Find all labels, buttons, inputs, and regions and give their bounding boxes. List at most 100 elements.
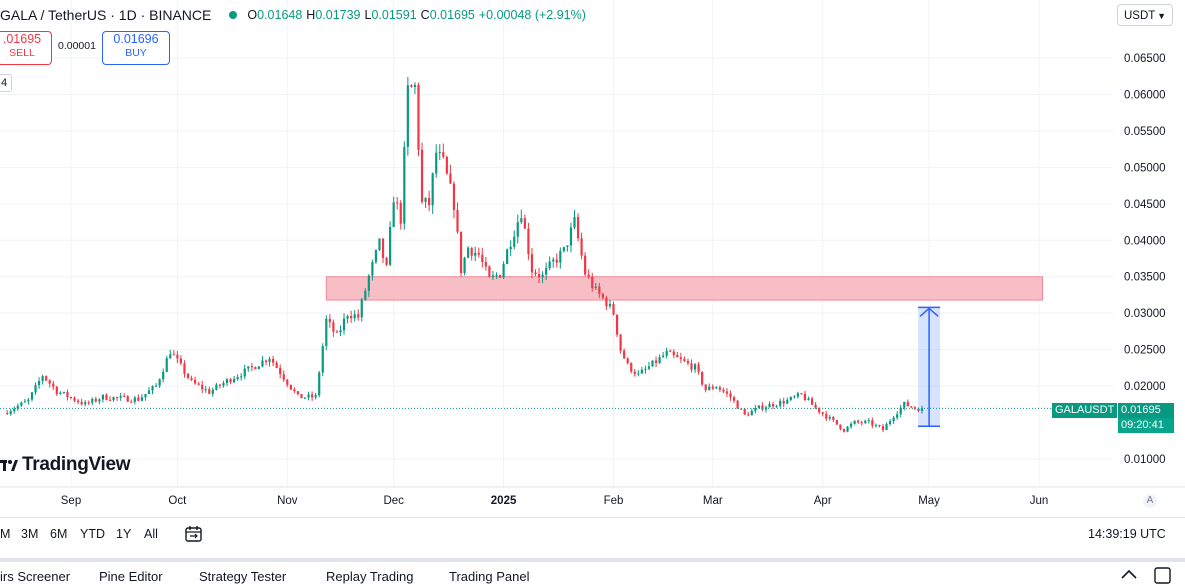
- candle-body: [917, 408, 920, 411]
- candle-body: [520, 218, 523, 223]
- maximize-panel-icon[interactable]: [1153, 565, 1173, 585]
- price-tick-label: 0.02000: [1124, 381, 1166, 393]
- price-chart[interactable]: 0.06500 0.06000 0.05500 0.05000 0.04500 0.040…: [0, 0, 1185, 517]
- candle-body: [55, 386, 58, 394]
- candle-body: [222, 383, 225, 386]
- candle-body: [133, 397, 136, 402]
- time-tick-label: May: [918, 495, 940, 507]
- candle-body: [874, 425, 877, 427]
- price-tick-label: 0.04000: [1124, 235, 1166, 247]
- candle-body: [474, 252, 477, 256]
- candle-body: [761, 405, 764, 410]
- candle-body: [162, 371, 165, 380]
- candle-body: [867, 420, 870, 422]
- candle-body: [665, 350, 668, 356]
- candle-body: [9, 411, 12, 415]
- candle-body: [332, 322, 335, 332]
- range-1y-button[interactable]: 1Y: [116, 527, 132, 541]
- market-status-icon[interactable]: [229, 11, 238, 19]
- candle-body: [311, 394, 314, 398]
- range-all-button[interactable]: All: [144, 527, 158, 541]
- tradingview-logo[interactable]: TradingView: [0, 454, 131, 476]
- candle-body: [413, 84, 417, 88]
- candle-body: [367, 275, 370, 291]
- candle-body: [41, 376, 44, 382]
- candlestick-series: [6, 76, 924, 433]
- currency-select[interactable]: USDT ▼: [1117, 4, 1173, 26]
- candle-body: [272, 358, 275, 363]
- candle-body: [183, 363, 186, 374]
- candle-body: [360, 299, 363, 318]
- candle-body: [562, 247, 565, 251]
- calendar-goto-icon[interactable]: [184, 525, 204, 543]
- candle-body: [722, 389, 725, 392]
- candle-body: [591, 276, 594, 288]
- candle-body: [818, 407, 821, 413]
- candle-body: [151, 386, 154, 391]
- time-tick-label: 2025: [491, 495, 517, 507]
- candle-body: [261, 360, 264, 367]
- candle-body: [800, 393, 803, 395]
- candle-body: [339, 330, 342, 333]
- candle-body: [768, 404, 771, 408]
- candle-body: [576, 216, 580, 239]
- candle-body: [662, 355, 665, 358]
- candle-body: [130, 401, 133, 403]
- candle-body: [910, 406, 913, 408]
- candle-body: [729, 393, 732, 398]
- candle-body: [470, 247, 473, 256]
- candle-body: [477, 252, 480, 255]
- quantity-box[interactable]: 4: [0, 74, 12, 92]
- bottom-panel-bar: [0, 558, 1185, 587]
- candle-body: [732, 397, 736, 401]
- time-tick-label: Feb: [604, 495, 624, 507]
- candle-body: [821, 412, 824, 414]
- candle-body: [275, 362, 278, 368]
- candle-body: [608, 303, 612, 307]
- candle-body: [257, 366, 261, 370]
- candle-body: [697, 364, 700, 373]
- tab-trading-panel[interactable]: Trading Panel: [449, 569, 530, 584]
- candle-body: [545, 268, 548, 275]
- buy-button[interactable]: 0.01696 BUY: [102, 31, 170, 65]
- candle-body: [218, 384, 222, 386]
- candle-body: [885, 424, 888, 431]
- candle-body: [502, 263, 505, 278]
- candle-body: [52, 383, 55, 387]
- candle-body: [513, 236, 516, 247]
- candle-body: [264, 360, 268, 362]
- auto-scale-button[interactable]: A: [1143, 494, 1157, 508]
- candle-body: [80, 402, 83, 405]
- range-1m-button[interactable]: M: [0, 527, 11, 541]
- range-ytd-button[interactable]: YTD: [80, 527, 105, 541]
- chevron-up-icon[interactable]: [1119, 567, 1139, 581]
- high-value: 0.01739: [315, 8, 361, 22]
- open-value: 0.01648: [257, 8, 303, 22]
- candle-body: [346, 316, 349, 319]
- candle-body: [849, 423, 853, 427]
- candle-body: [676, 355, 679, 358]
- tab-replay-trading[interactable]: Replay Trading: [326, 569, 414, 584]
- tab-strategy-tester[interactable]: Strategy Tester: [199, 569, 287, 584]
- candle-body: [775, 405, 778, 407]
- candle-body: [864, 420, 867, 424]
- range-6m-button[interactable]: 6M: [50, 527, 68, 541]
- candle-body: [651, 360, 654, 367]
- candle-body: [254, 367, 257, 370]
- candle-body: [417, 84, 420, 150]
- candle-body: [832, 416, 835, 420]
- tab-crypto-pairs-screener[interactable]: irs Screener: [0, 569, 71, 584]
- candle-body: [250, 366, 253, 368]
- candle-body: [467, 247, 470, 258]
- candle-body: [449, 173, 452, 184]
- candle-body: [786, 399, 789, 404]
- tab-pine-editor[interactable]: Pine Editor: [99, 569, 163, 584]
- symbol-title[interactable]: GALA / TetherUS · 1D · BINANCE: [0, 7, 212, 23]
- candle-body: [66, 391, 69, 398]
- sell-button[interactable]: .01695 SELL: [0, 31, 52, 65]
- time-tick-label: Sep: [61, 495, 81, 507]
- range-3m-button[interactable]: 3M: [21, 527, 39, 541]
- candle-body: [279, 367, 282, 375]
- close-label: C: [420, 8, 430, 22]
- utc-clock[interactable]: 14:39:19 UTC: [1088, 527, 1166, 541]
